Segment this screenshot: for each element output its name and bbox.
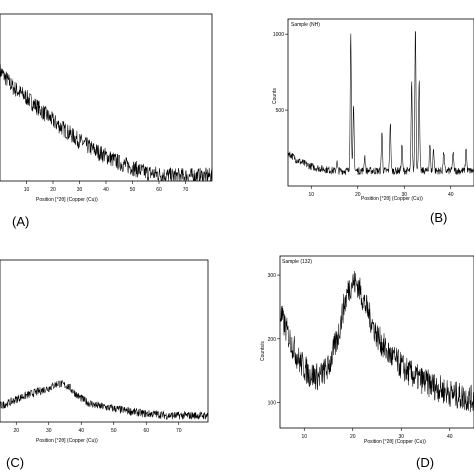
x-tick-layer: 10 20 30 40	[308, 186, 454, 198]
y-tick-label: 300	[268, 273, 277, 279]
x-tick-label: 70	[176, 428, 182, 434]
x-tick-label: 30	[398, 434, 404, 440]
x-tick-label: 10	[301, 434, 307, 440]
x-tick-label: 30	[46, 428, 52, 434]
x-tick-label: 20	[355, 192, 361, 198]
x-tick-label: 40	[78, 428, 84, 434]
x-tick-label: 50	[111, 428, 117, 434]
series-line	[287, 31, 474, 176]
series-layer	[0, 380, 209, 420]
plot-area-frame	[0, 259, 209, 423]
series-layer	[0, 64, 213, 182]
panel-label-a: (A)	[12, 214, 30, 229]
x-axis-label: Position [°2θ] (Copper (Cu))	[36, 197, 98, 203]
plot-area-frame	[287, 18, 474, 187]
x-tick-label: 40	[103, 187, 109, 193]
panel-label-d: (D)	[416, 455, 435, 470]
panel-label-b: (B)	[430, 210, 448, 225]
sample-label: Sample (132)	[282, 259, 312, 265]
x-tick-label: 60	[143, 428, 149, 434]
x-tick-layer: 20 30 40 50 60 70	[13, 422, 182, 434]
panel-d: 10 20 30 40 100 200 300 Sample (132) Counts/s…	[254, 236, 474, 452]
x-tick-label: 10	[24, 187, 30, 193]
series-layer	[279, 270, 474, 413]
x-tick-layer: 10 20 30 40 50 60 70	[24, 181, 189, 193]
x-axis-label: Position [°2θ] (Copper (Cu))	[36, 438, 98, 444]
y-tick-layer: 500 1000	[273, 32, 288, 114]
x-tick-label: 30	[401, 192, 407, 198]
y-tick-label: 500	[276, 108, 285, 114]
x-tick-label: 20	[350, 434, 356, 440]
y-axis-label: Counts	[272, 88, 278, 104]
x-axis-label: Position [°2θ] (Copper (Cu))	[361, 196, 423, 202]
x-tick-label: 40	[448, 192, 454, 198]
series-line	[0, 64, 213, 182]
series-line	[0, 380, 209, 420]
plot-area-frame	[279, 255, 474, 429]
y-tick-label: 100	[268, 401, 277, 407]
x-tick-label: 20	[50, 187, 56, 193]
panel-b: 10 20 30 40 500 1000 Sample (NH) Counts Posi…	[256, 4, 474, 204]
panel-c: 20 30 40 50 60 70 Position [°2θ] (Copper (Cu)…	[0, 240, 222, 450]
x-tick-label: 10	[308, 192, 314, 198]
x-axis-label: Position [°2θ] (Copper (Cu))	[364, 439, 426, 445]
series-layer	[287, 31, 474, 176]
panel-a: 10 20 30 40 50 60 70 Position [°2θ] (Copper (C…	[0, 4, 222, 204]
x-tick-label: 50	[130, 187, 136, 193]
plot-area-frame	[0, 13, 213, 182]
x-tick-label: 20	[13, 428, 19, 434]
panel-label-c: (C)	[6, 455, 25, 470]
y-tick-label: 1000	[273, 32, 284, 38]
chart-b-svg: 10 20 30 40 500 1000 Sample (NH) Counts Posi…	[272, 18, 474, 202]
x-tick-label: 60	[156, 187, 162, 193]
chart-d-svg: 10 20 30 40 100 200 300 Sample (132) Counts/s…	[260, 255, 474, 445]
x-tick-label: 30	[77, 187, 83, 193]
x-tick-layer: 10 20 30 40	[301, 428, 453, 440]
x-tick-label: 70	[183, 187, 189, 193]
chart-c-svg: 20 30 40 50 60 70 Position [°2θ] (Copper (Cu)…	[0, 259, 209, 444]
chart-a-svg: 10 20 30 40 50 60 70 Position [°2θ] (Copper (C…	[0, 13, 213, 203]
y-axis-label: Counts/s	[260, 341, 266, 361]
sample-label: Sample (NH)	[291, 22, 320, 28]
y-tick-layer: 100 200 300	[268, 273, 280, 407]
series-line	[279, 270, 474, 413]
y-tick-label: 200	[268, 337, 277, 343]
x-tick-label: 40	[447, 434, 453, 440]
